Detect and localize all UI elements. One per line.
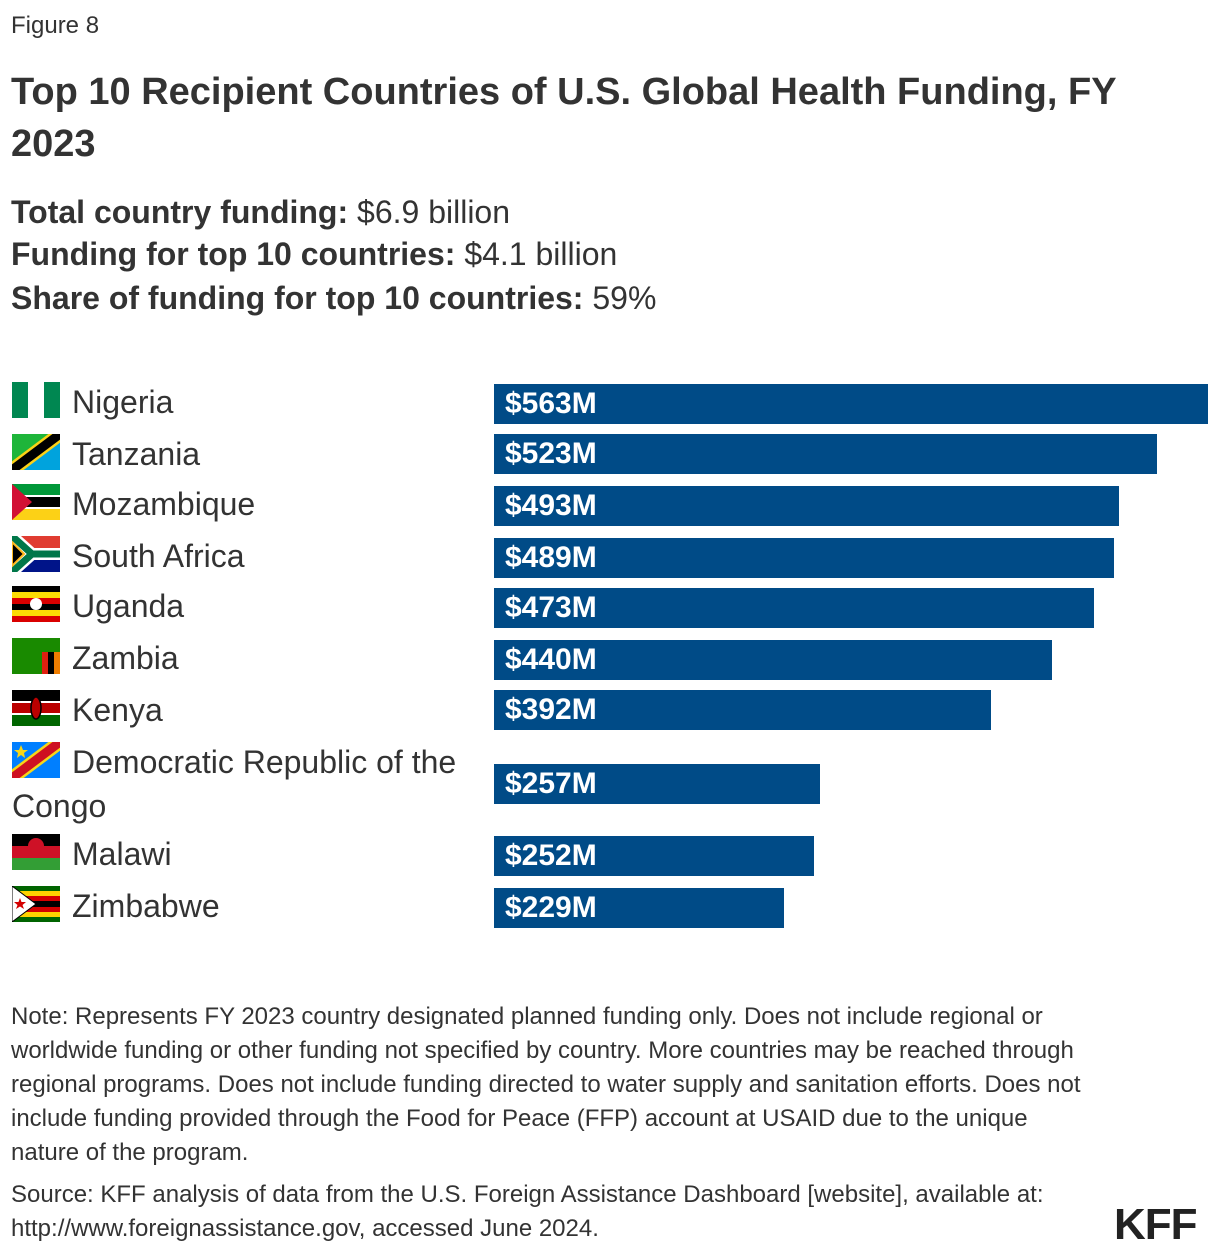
- data-label: $440M: [505, 643, 597, 676]
- category-label: Mozambique: [72, 486, 256, 522]
- stat-share: Share of funding for top 10 countries: 5…: [11, 280, 656, 317]
- data-label: $252M: [505, 839, 597, 872]
- category-label: Zimbabwe: [72, 888, 220, 924]
- south-africa-flag-icon: [12, 536, 60, 572]
- kenya-flag-icon: [12, 690, 60, 726]
- malawi-flag-icon: [12, 834, 60, 870]
- category-label: Uganda: [72, 588, 185, 624]
- stat-value: $4.1 billion: [464, 236, 618, 272]
- bar: $257M: [494, 764, 820, 804]
- category-label: Nigeria: [72, 384, 174, 420]
- tanzania-flag-icon: [12, 434, 60, 470]
- zimbabwe-flag-icon: [12, 886, 60, 922]
- bar: $440M: [494, 640, 1052, 680]
- bar: $252M: [494, 836, 814, 876]
- chart-note: Note: Represents FY 2023 country designa…: [11, 1003, 1081, 1166]
- data-label: $523M: [505, 437, 597, 470]
- stat-total: Total country funding: $6.9 billion: [11, 194, 510, 231]
- category-label: South Africa: [72, 538, 245, 574]
- stat-value: $6.9 billion: [357, 194, 511, 230]
- data-label: $229M: [505, 891, 597, 924]
- drc-flag-icon: [12, 742, 60, 778]
- category-label: Zambia: [72, 640, 179, 676]
- stat-label: Total country funding:: [11, 194, 349, 230]
- stat-value: 59%: [592, 280, 657, 316]
- data-label: $493M: [505, 489, 597, 522]
- data-label: $489M: [505, 541, 597, 574]
- bar: $489M: [494, 538, 1115, 578]
- figure-label: Figure 8: [11, 12, 100, 39]
- data-label: $563M: [505, 387, 597, 420]
- category-label: Tanzania: [72, 436, 201, 472]
- bar: $563M: [494, 384, 1208, 424]
- category-label: Kenya: [72, 692, 163, 728]
- category-label: Malawi: [72, 836, 172, 872]
- data-label: $257M: [505, 767, 597, 800]
- uganda-flag-icon: [12, 586, 60, 622]
- bar: $493M: [494, 486, 1120, 526]
- stat-label: Share of funding for top 10 countries:: [11, 280, 584, 316]
- bar: $229M: [494, 888, 785, 928]
- bar: $392M: [494, 690, 992, 730]
- nigeria-flag-icon: [12, 382, 60, 418]
- mozambique-flag-icon: [12, 484, 60, 520]
- bar: $523M: [494, 434, 1158, 474]
- kff-logo: KFF: [1114, 1200, 1198, 1249]
- stat-top10: Funding for top 10 countries: $4.1 billi…: [11, 236, 617, 273]
- bar: $473M: [494, 588, 1094, 628]
- chart-source: Source: KFF analysis of data from the U.…: [11, 1181, 1044, 1242]
- zambia-flag-icon: [12, 638, 60, 674]
- data-label: $473M: [505, 591, 597, 624]
- data-label: $392M: [505, 693, 597, 726]
- chart-title: Top 10 Recipient Countries of U.S. Globa…: [11, 71, 1116, 165]
- category-label: Democratic Republic of the Congo: [12, 744, 457, 824]
- stat-label: Funding for top 10 countries:: [11, 236, 456, 272]
